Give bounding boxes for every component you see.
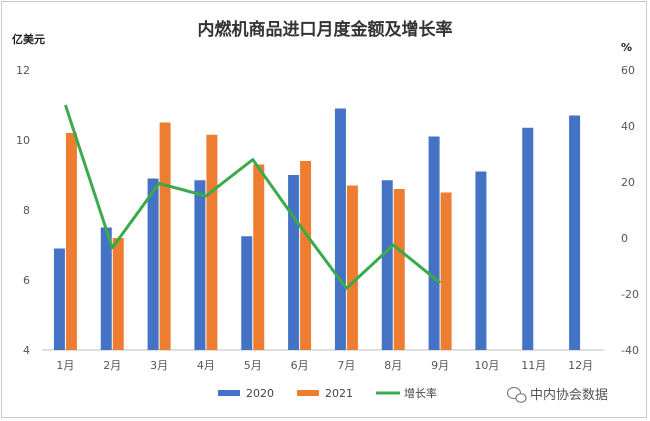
left-tick-label: 4 (23, 344, 30, 357)
bar-2021 (346, 185, 358, 350)
category-label: 4月 (197, 359, 215, 372)
legend-label: 2020 (246, 387, 274, 400)
bar-2020 (288, 175, 300, 350)
legend: 2020 2021 增长率 (218, 386, 437, 400)
left-tick-label: 12 (16, 64, 30, 77)
bar-2021 (300, 161, 312, 350)
chart-title: 内燃机商品进口月度金额及增长率 (198, 19, 453, 40)
bar-2020 (53, 248, 65, 350)
category-label: 5月 (244, 359, 262, 372)
legend-swatch (297, 390, 319, 396)
right-tick-label: -20 (621, 288, 639, 301)
right-tick-label: -40 (621, 344, 639, 357)
bar-2020 (381, 180, 393, 350)
category-label: 8月 (384, 359, 402, 372)
right-axis-unit: % (621, 41, 632, 54)
bar-2021 (253, 164, 265, 350)
legend-label: 2021 (325, 387, 353, 400)
bar-2020 (194, 180, 206, 350)
right-tick-label: 0 (621, 232, 628, 245)
right-tick-label: 40 (621, 120, 635, 133)
category-label: 11月 (521, 359, 546, 372)
bar-2020 (241, 236, 253, 350)
left-axis-unit: 亿美元 (12, 32, 45, 46)
category-label: 9月 (431, 359, 449, 372)
line-增长率 (63, 104, 442, 290)
bar-2020 (475, 171, 487, 350)
category-label: 3月 (150, 359, 168, 372)
bar-2020 (569, 115, 581, 350)
watermark-text: 中内协会数据 (530, 387, 608, 403)
category-label: 1月 (56, 359, 74, 372)
left-tick-label: 8 (23, 204, 30, 217)
bar-2021 (65, 133, 77, 350)
category-label: 2月 (103, 359, 121, 372)
legend-swatch (218, 390, 240, 396)
growth-line (63, 104, 442, 290)
watermark: 中内协会数据 (506, 386, 608, 403)
bar-2020 (100, 227, 112, 350)
right-tick-label: 60 (621, 64, 635, 77)
bar-2020 (522, 127, 534, 350)
wechat-icon (506, 386, 527, 403)
bar-2021 (393, 189, 405, 350)
legend-label: 增长率 (404, 386, 437, 400)
bar-2021 (112, 238, 124, 350)
left-tick-label: 10 (16, 134, 30, 147)
bar-2020 (334, 108, 346, 350)
right-tick-label: 20 (621, 176, 635, 189)
bar-2021 (206, 134, 218, 350)
bar-2021 (159, 122, 171, 350)
category-label: 6月 (291, 359, 309, 372)
left-tick-label: 6 (23, 274, 30, 287)
bar-2020 (428, 136, 440, 350)
bars (53, 108, 581, 350)
bar-2020 (147, 178, 159, 350)
bar-2021 (440, 192, 452, 350)
category-label: 12月 (568, 359, 593, 372)
axes: 4 6 8 10 12 -40 -20 0 20 40 60 1月 2月 3月 4月 5月 6月 7月 8月 9月 10… (16, 64, 639, 372)
category-label: 10月 (474, 359, 499, 372)
category-label: 7月 (337, 359, 355, 372)
